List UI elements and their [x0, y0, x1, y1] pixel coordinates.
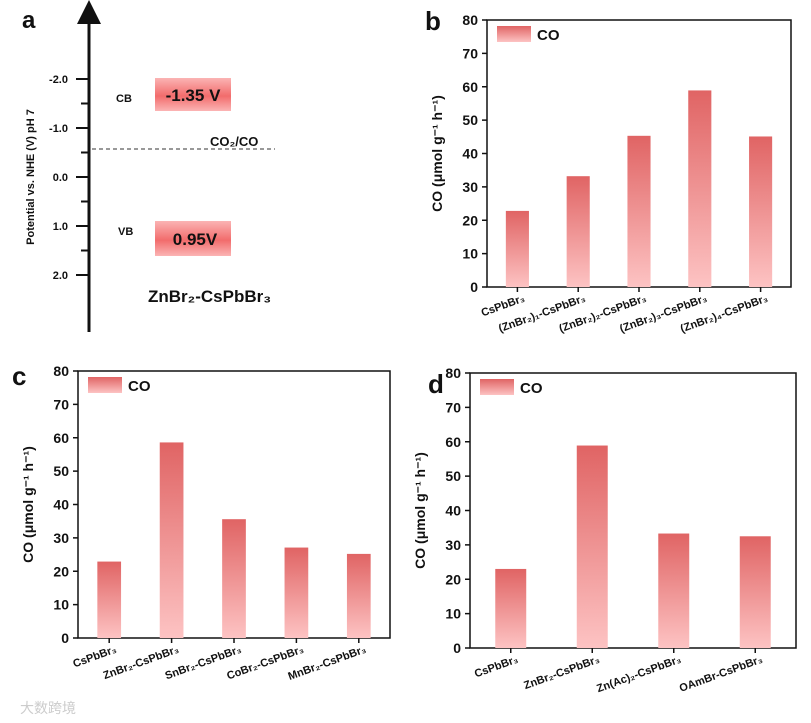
legend-swatch — [497, 26, 531, 42]
vb-label: VB — [118, 226, 133, 238]
vb-box — [155, 221, 231, 256]
panel-label-b: b — [425, 6, 441, 36]
y-axis-label: Potential vs. NHE (V) pH 7 — [25, 109, 37, 245]
y-tick-label: 70 — [462, 45, 478, 61]
bar-d-1 — [576, 445, 608, 648]
cb-box — [155, 78, 231, 111]
legend-swatch — [88, 377, 122, 393]
y-tick-label: 10 — [53, 597, 69, 613]
legend-label: CO — [537, 27, 560, 44]
y-tick-label: 80 — [53, 363, 69, 379]
y-axis-label: CO (μmol g⁻¹ h⁻¹) — [412, 452, 428, 569]
bar-c-1 — [159, 442, 184, 638]
y-tick-label: 10 — [462, 246, 478, 262]
panel-label-d: d — [428, 369, 444, 399]
y-tick-label: 60 — [462, 79, 478, 95]
legend-label: CO — [520, 380, 543, 397]
bar-b-3 — [688, 90, 712, 287]
y-tick-label: 60 — [445, 434, 461, 450]
bar-c-0 — [97, 561, 122, 638]
tick-label: -2.0 — [49, 74, 68, 86]
y-tick-label: 30 — [445, 537, 461, 553]
bar-b-1 — [566, 176, 590, 287]
bar-b-0 — [505, 210, 529, 287]
panel-label-a: a — [22, 7, 36, 34]
x-tick-label: OAmBr-CsPbBr₃ — [678, 654, 764, 695]
y-tick-label: 20 — [445, 571, 461, 587]
y-tick-label: 70 — [445, 399, 461, 415]
tick-label: -1.0 — [49, 123, 68, 135]
bar-c-4 — [346, 553, 371, 638]
material-label: ZnBr₂-CsPbBr₃ — [148, 287, 271, 306]
y-tick-label: 20 — [53, 563, 69, 579]
x-tick-label: Zn(Ac)₂-CsPbBr₃ — [595, 654, 683, 696]
tick-label: 2.0 — [53, 270, 68, 282]
bar-d-0 — [495, 568, 527, 648]
panel-label-c: c — [12, 361, 26, 391]
y-axis-label: CO (μmol g⁻¹ h⁻¹) — [429, 95, 445, 212]
y-tick-label: 50 — [462, 112, 478, 128]
y-tick-label: 50 — [53, 463, 69, 479]
y-tick-label: 10 — [445, 606, 461, 622]
tick-label: 1.0 — [53, 221, 68, 233]
redox-label: CO₂/CO — [210, 134, 258, 149]
bar-b-2 — [627, 135, 651, 287]
y-tick-label: 70 — [53, 396, 69, 412]
bar-d-3 — [739, 536, 771, 648]
tick-label: 0.0 — [53, 172, 68, 184]
y-tick-label: 60 — [53, 430, 69, 446]
y-tick-label: 20 — [462, 212, 478, 228]
cb-value: -1.35 V — [166, 86, 221, 105]
legend-label: CO — [128, 378, 151, 395]
bar-d-2 — [658, 533, 690, 648]
y-tick-label: 0 — [470, 279, 478, 295]
y-tick-label: 0 — [453, 640, 461, 656]
legend-swatch — [480, 379, 514, 395]
y-tick-label: 0 — [61, 630, 69, 646]
y-tick-label: 40 — [462, 146, 478, 162]
y-axis-label: CO (μmol g⁻¹ h⁻¹) — [20, 446, 36, 563]
y-tick-label: 30 — [462, 179, 478, 195]
x-tick-label: CsPbBr₃ — [473, 654, 520, 681]
watermark: 大数跨境 — [20, 700, 76, 716]
bar-b-4 — [749, 136, 773, 287]
bar-c-2 — [222, 519, 246, 638]
vb-value: 0.95V — [173, 230, 218, 249]
cb-label: CB — [116, 93, 132, 105]
x-tick-label: ZnBr₂-CsPbBr₃ — [522, 654, 601, 693]
y-tick-label: 80 — [445, 365, 461, 381]
y-tick-label: 80 — [462, 12, 478, 28]
bar-c-3 — [284, 547, 309, 638]
y-tick-label: 30 — [53, 530, 69, 546]
y-tick-label: 50 — [445, 468, 461, 484]
y-tick-label: 40 — [53, 497, 69, 513]
y-tick-label: 40 — [445, 503, 461, 519]
